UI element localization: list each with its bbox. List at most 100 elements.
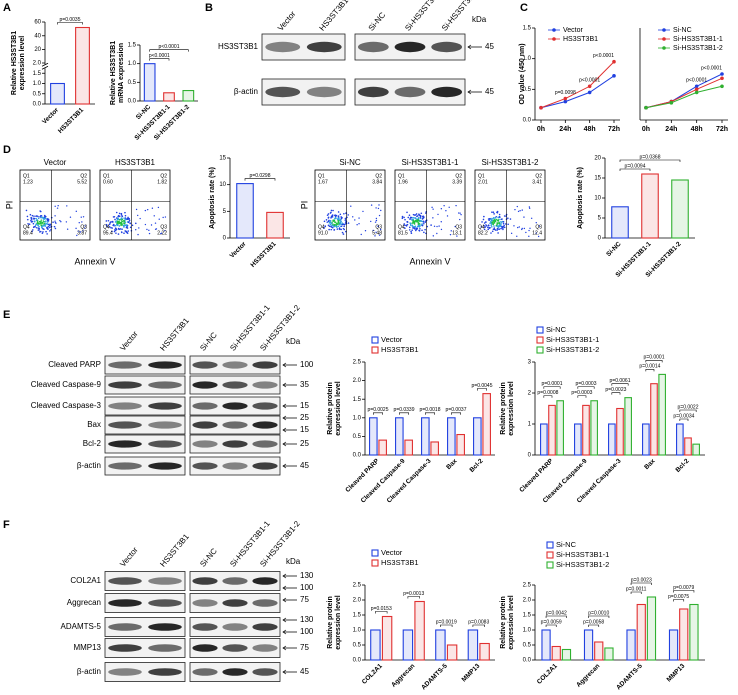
event-dot bbox=[33, 217, 35, 220]
event-dot bbox=[414, 217, 417, 220]
legend-label: Vector bbox=[563, 27, 584, 34]
event-dot bbox=[122, 220, 124, 223]
quadrant-name: Q1 bbox=[478, 173, 485, 179]
p-value: p=0.0079 bbox=[673, 585, 694, 591]
blot-band bbox=[222, 623, 248, 631]
y-tick-label: 0 bbox=[598, 236, 602, 242]
event-dot bbox=[37, 229, 40, 231]
blot-band bbox=[192, 381, 218, 389]
event-dot bbox=[497, 220, 500, 222]
marker-arrow bbox=[282, 645, 297, 651]
blot-band bbox=[252, 462, 278, 470]
event-dot bbox=[523, 216, 525, 218]
event-dot bbox=[35, 217, 37, 220]
event-dot bbox=[117, 233, 120, 235]
event-dot bbox=[483, 215, 485, 218]
event-dot bbox=[500, 221, 503, 223]
p-value: p=0.0022 bbox=[678, 404, 699, 410]
y-axis-label: OD value (450 nm) bbox=[519, 43, 526, 104]
event-dot bbox=[413, 226, 416, 228]
event-dot bbox=[35, 223, 38, 225]
legend-label: Si-HS3ST3B1-2 bbox=[556, 560, 609, 569]
p-value: p=0.0037 bbox=[446, 407, 467, 413]
blot-band bbox=[252, 440, 278, 448]
event-dot bbox=[107, 219, 110, 222]
y-tick-label: 2.0 bbox=[33, 61, 42, 67]
quadrant-value: 1.23 bbox=[23, 179, 33, 185]
marker-size: 15 bbox=[300, 425, 309, 434]
marker-size: 45 bbox=[300, 461, 309, 470]
data-point bbox=[720, 72, 724, 76]
event-dot bbox=[347, 222, 350, 224]
event-dot bbox=[116, 221, 119, 224]
x-tick-label: 0h bbox=[642, 126, 650, 133]
x-tick-label: 48h bbox=[584, 126, 596, 133]
p-value: p=0.0014 bbox=[639, 364, 660, 370]
quadrant-name: Q3 bbox=[80, 224, 87, 230]
blot-frame bbox=[104, 396, 186, 416]
blot-column-label: HS3ST3B1 bbox=[318, 0, 351, 33]
event-dot bbox=[332, 209, 334, 212]
blot-band bbox=[222, 462, 248, 470]
event-dot bbox=[76, 234, 78, 237]
event-dot bbox=[114, 218, 116, 221]
blot-band bbox=[222, 577, 248, 585]
y-tick-label: 15 bbox=[219, 156, 226, 162]
event-dot bbox=[139, 217, 141, 220]
bar bbox=[616, 407, 624, 456]
event-dot bbox=[38, 220, 41, 223]
event-dot bbox=[118, 225, 121, 227]
event-dot bbox=[420, 224, 423, 226]
event-dot bbox=[419, 214, 422, 217]
legend-label: Si-NC bbox=[546, 325, 567, 334]
event-dot bbox=[33, 225, 36, 228]
event-dot bbox=[43, 214, 46, 217]
event-dot bbox=[414, 220, 416, 223]
data-point bbox=[720, 76, 724, 81]
panel-label: B bbox=[205, 2, 213, 14]
event-dot bbox=[450, 230, 452, 232]
event-dot bbox=[437, 213, 439, 216]
event-dot bbox=[420, 212, 423, 215]
event-dot bbox=[331, 214, 334, 217]
marker-size: 130 bbox=[300, 571, 314, 580]
event-dot bbox=[115, 232, 117, 234]
event-dot bbox=[378, 234, 381, 236]
legend-label: Si-HS3ST3B1-1 bbox=[556, 550, 609, 559]
event-dot bbox=[518, 226, 520, 228]
event-dot bbox=[448, 206, 450, 208]
blot-row-label: MMP13 bbox=[73, 643, 101, 652]
event-dot bbox=[521, 227, 523, 230]
event-dot bbox=[41, 225, 44, 227]
bar bbox=[582, 404, 590, 456]
event-dot bbox=[44, 215, 47, 218]
marker-size: 45 bbox=[485, 42, 494, 51]
event-dot bbox=[39, 210, 41, 212]
bar bbox=[626, 629, 636, 661]
event-dot bbox=[323, 227, 325, 230]
blot-column-label: Vector bbox=[118, 545, 140, 568]
event-dot bbox=[121, 218, 124, 221]
event-dot bbox=[327, 216, 330, 219]
marker-size: 35 bbox=[300, 380, 309, 389]
blot-band bbox=[192, 623, 218, 631]
event-dot bbox=[54, 227, 57, 230]
bar bbox=[556, 400, 564, 456]
event-dot bbox=[485, 224, 487, 226]
blot-band bbox=[431, 86, 463, 98]
event-dot bbox=[503, 224, 505, 227]
event-dot bbox=[491, 221, 493, 224]
event-dot bbox=[46, 218, 49, 220]
p-value: p=0.0083 bbox=[468, 619, 489, 625]
event-dot bbox=[401, 215, 404, 218]
event-dot bbox=[488, 219, 490, 222]
x-tick-label: ADAMTS-5 bbox=[420, 662, 449, 691]
blot-row-label: Bax bbox=[87, 420, 101, 429]
bar bbox=[624, 397, 632, 456]
event-dot bbox=[408, 229, 411, 231]
event-dot bbox=[480, 226, 483, 228]
x-tick-label: HS3ST3B1 bbox=[57, 106, 85, 134]
event-dot bbox=[491, 230, 494, 233]
event-dot bbox=[25, 209, 28, 212]
event-dot bbox=[129, 222, 131, 225]
